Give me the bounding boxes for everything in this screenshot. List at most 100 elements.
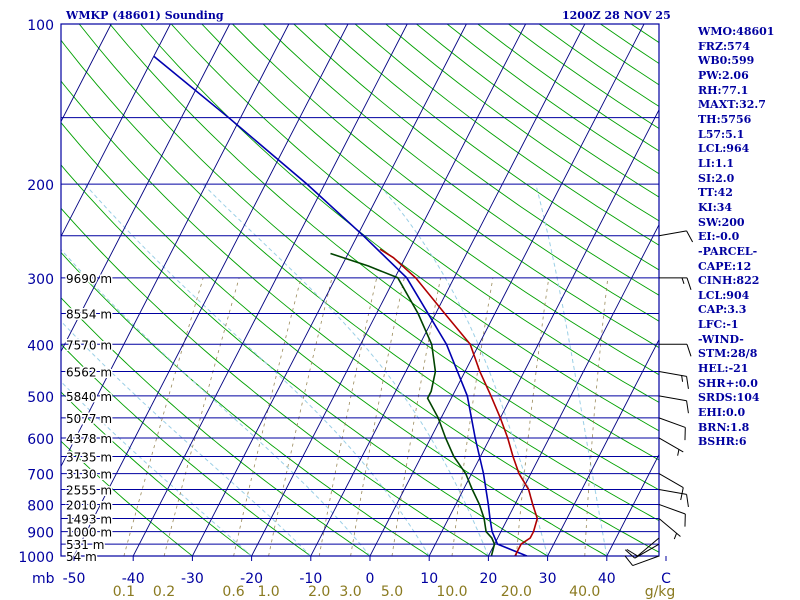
moist-adiabat xyxy=(535,183,608,556)
pressure-label: 400 xyxy=(27,338,54,354)
pressure-label: 500 xyxy=(27,390,54,406)
pressure-label: 100 xyxy=(27,18,54,34)
wind-barb-staff xyxy=(637,537,660,557)
wind-barb xyxy=(658,437,684,456)
isotherm xyxy=(0,24,52,567)
isotherm xyxy=(61,24,171,238)
isotherm xyxy=(606,453,659,556)
pressure-label: 200 xyxy=(27,178,54,194)
wind-barb-flag xyxy=(626,548,638,557)
temp-tick-label: -10 xyxy=(299,571,322,587)
dry-adiabat xyxy=(170,24,659,403)
height-label: 54 m xyxy=(66,550,97,564)
height-label: 1000 m xyxy=(66,526,112,540)
wind-barb-flag xyxy=(686,230,694,243)
index-item: FRZ:574 xyxy=(698,39,751,53)
mixing-ratio-line xyxy=(123,277,204,556)
height-label: 2010 m xyxy=(66,498,112,512)
temp-tick-label: 0 xyxy=(366,571,375,587)
temp-tick-label: -50 xyxy=(63,571,86,587)
wind-barb-flag xyxy=(681,375,684,382)
temp-tick-label: C xyxy=(661,571,671,587)
dry-adiabat xyxy=(293,24,659,296)
dry-adiabat xyxy=(61,39,659,522)
isotherm xyxy=(251,24,527,556)
isotherm xyxy=(487,223,659,556)
wind-barb xyxy=(658,473,684,501)
height-label: 6562 m xyxy=(66,366,112,380)
dry-adiabat xyxy=(61,251,431,556)
temp-tick-label: -20 xyxy=(240,571,263,587)
dry-adiabat xyxy=(324,24,659,271)
moist-adiabat xyxy=(202,183,489,556)
dry-adiabat xyxy=(784,24,800,567)
mixing-ratio-line xyxy=(451,277,494,556)
dry-adiabat xyxy=(140,24,659,432)
dry-adiabat xyxy=(232,24,659,349)
index-item: EHI:0.0 xyxy=(698,406,746,420)
mixing-ratio-line xyxy=(350,277,405,556)
dry-adiabat xyxy=(61,164,549,556)
wind-barb xyxy=(658,518,681,540)
mixing-ratio-label: 2.0 xyxy=(308,584,330,600)
height-label: 9690 m xyxy=(66,272,112,286)
pressure-label: 1000 xyxy=(18,550,54,566)
height-label: 531 m xyxy=(66,538,104,552)
mixing-ratio-line xyxy=(516,277,550,556)
mixing-ratio-label: 3.0 xyxy=(339,584,361,600)
dry-adiabat xyxy=(201,24,659,376)
wind-barb-flag xyxy=(681,277,685,284)
mixing-ratio-unit: g/kg xyxy=(645,584,676,600)
height-label: 2555 m xyxy=(66,484,112,498)
index-item: WB0:599 xyxy=(698,54,755,68)
parcel-trace-line xyxy=(153,55,528,556)
index-item: LCL:904 xyxy=(698,288,750,302)
wind-barb xyxy=(658,230,694,243)
valid-time: 1200Z 28 NOV 25 xyxy=(562,9,671,22)
temp-tick-label: 10 xyxy=(420,571,438,587)
index-item: SRDS:104 xyxy=(698,391,760,405)
wind-barb-staff xyxy=(658,473,684,489)
height-label: 3735 m xyxy=(66,450,112,464)
isotherm xyxy=(61,24,112,123)
index-item: STM:28/8 xyxy=(698,347,758,361)
index-item: PW:2.06 xyxy=(698,68,749,82)
mixing-ratio-label: 0.6 xyxy=(222,584,244,600)
wind-barb-flag xyxy=(686,277,692,290)
wind-barb xyxy=(658,395,689,414)
wind-barb-staff xyxy=(632,555,660,567)
index-item: LCL:964 xyxy=(698,142,750,156)
isotherm xyxy=(428,108,659,556)
plot-frame xyxy=(60,23,660,557)
isotherm xyxy=(132,24,408,556)
wind-barb-staff xyxy=(658,395,687,402)
index-item: EI:-0.0 xyxy=(698,230,740,244)
index-item: L57:5.1 xyxy=(698,127,745,141)
temp-tick-label: -30 xyxy=(181,571,204,587)
wind-barb-flag xyxy=(686,400,689,414)
isotherm xyxy=(369,24,645,556)
mixing-ratio-line xyxy=(584,277,609,556)
index-item: -PARCEL- xyxy=(698,244,758,258)
index-item: CINH:822 xyxy=(698,274,760,288)
isotherm xyxy=(61,24,231,353)
dry-adiabat xyxy=(61,80,659,553)
wind-barb-staff xyxy=(658,503,686,515)
height-label: 5077 m xyxy=(66,412,112,426)
wind-barb-staff xyxy=(658,230,687,237)
wind-barb-flag xyxy=(686,376,689,389)
index-item: CAPE:12 xyxy=(698,259,752,273)
mixing-ratio-line xyxy=(318,277,378,556)
dry-adiabat xyxy=(262,24,659,322)
wind-barb xyxy=(658,503,686,527)
wind-barb xyxy=(659,277,692,290)
mixing-ratio-line xyxy=(391,277,441,556)
wind-barb-staff xyxy=(658,371,687,377)
height-label: 1493 m xyxy=(66,512,112,526)
index-item: KI:34 xyxy=(698,200,733,214)
height-label: 7570 m xyxy=(66,338,112,352)
index-item: -WIND- xyxy=(698,332,744,346)
wind-barb xyxy=(658,417,686,441)
temp-tick-label: 40 xyxy=(598,571,616,587)
temp-tick-label: -40 xyxy=(122,571,145,587)
